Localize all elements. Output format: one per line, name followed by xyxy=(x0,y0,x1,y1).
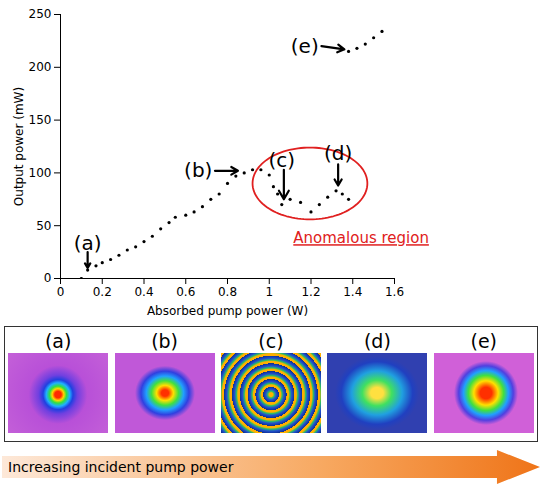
html-text:(b): (b) xyxy=(151,330,178,352)
svg-text:0.8: 0.8 xyxy=(218,285,237,299)
svg-text:(d): (d) xyxy=(324,141,352,165)
svg-text:(c): (c) xyxy=(268,148,295,172)
svg-text:1.2: 1.2 xyxy=(301,285,320,299)
svg-text:100: 100 xyxy=(29,166,52,180)
svg-text:Output power (mW): Output power (mW) xyxy=(12,87,26,206)
html-text:(e): (e) xyxy=(470,330,497,352)
svg-text:(a): (a) xyxy=(74,231,102,255)
svg-text:0.2: 0.2 xyxy=(93,285,112,299)
svg-text:1: 1 xyxy=(265,285,273,299)
svg-text:Anomalous region: Anomalous region xyxy=(293,229,429,247)
html-text:(c): (c) xyxy=(258,330,284,352)
svg-text:50: 50 xyxy=(36,219,51,233)
svg-text:0.4: 0.4 xyxy=(134,285,153,299)
svg-text:0: 0 xyxy=(44,271,52,285)
svg-text:0.6: 0.6 xyxy=(176,285,195,299)
svg-text:0: 0 xyxy=(57,285,65,299)
svg-text:Absorbed pump power (W): Absorbed pump power (W) xyxy=(147,304,308,318)
svg-text:1.4: 1.4 xyxy=(343,285,362,299)
svg-text:150: 150 xyxy=(29,113,52,127)
html-text:Increasing incident pump power: Increasing incident pump power xyxy=(8,459,234,475)
html-text:(d): (d) xyxy=(363,330,391,352)
svg-text:(e): (e) xyxy=(291,34,319,58)
svg-text:200: 200 xyxy=(29,60,52,74)
svg-text:1.6: 1.6 xyxy=(385,285,404,299)
html-text:(a): (a) xyxy=(45,330,72,352)
svg-text:250: 250 xyxy=(29,7,52,21)
svg-text:(b): (b) xyxy=(184,158,212,182)
